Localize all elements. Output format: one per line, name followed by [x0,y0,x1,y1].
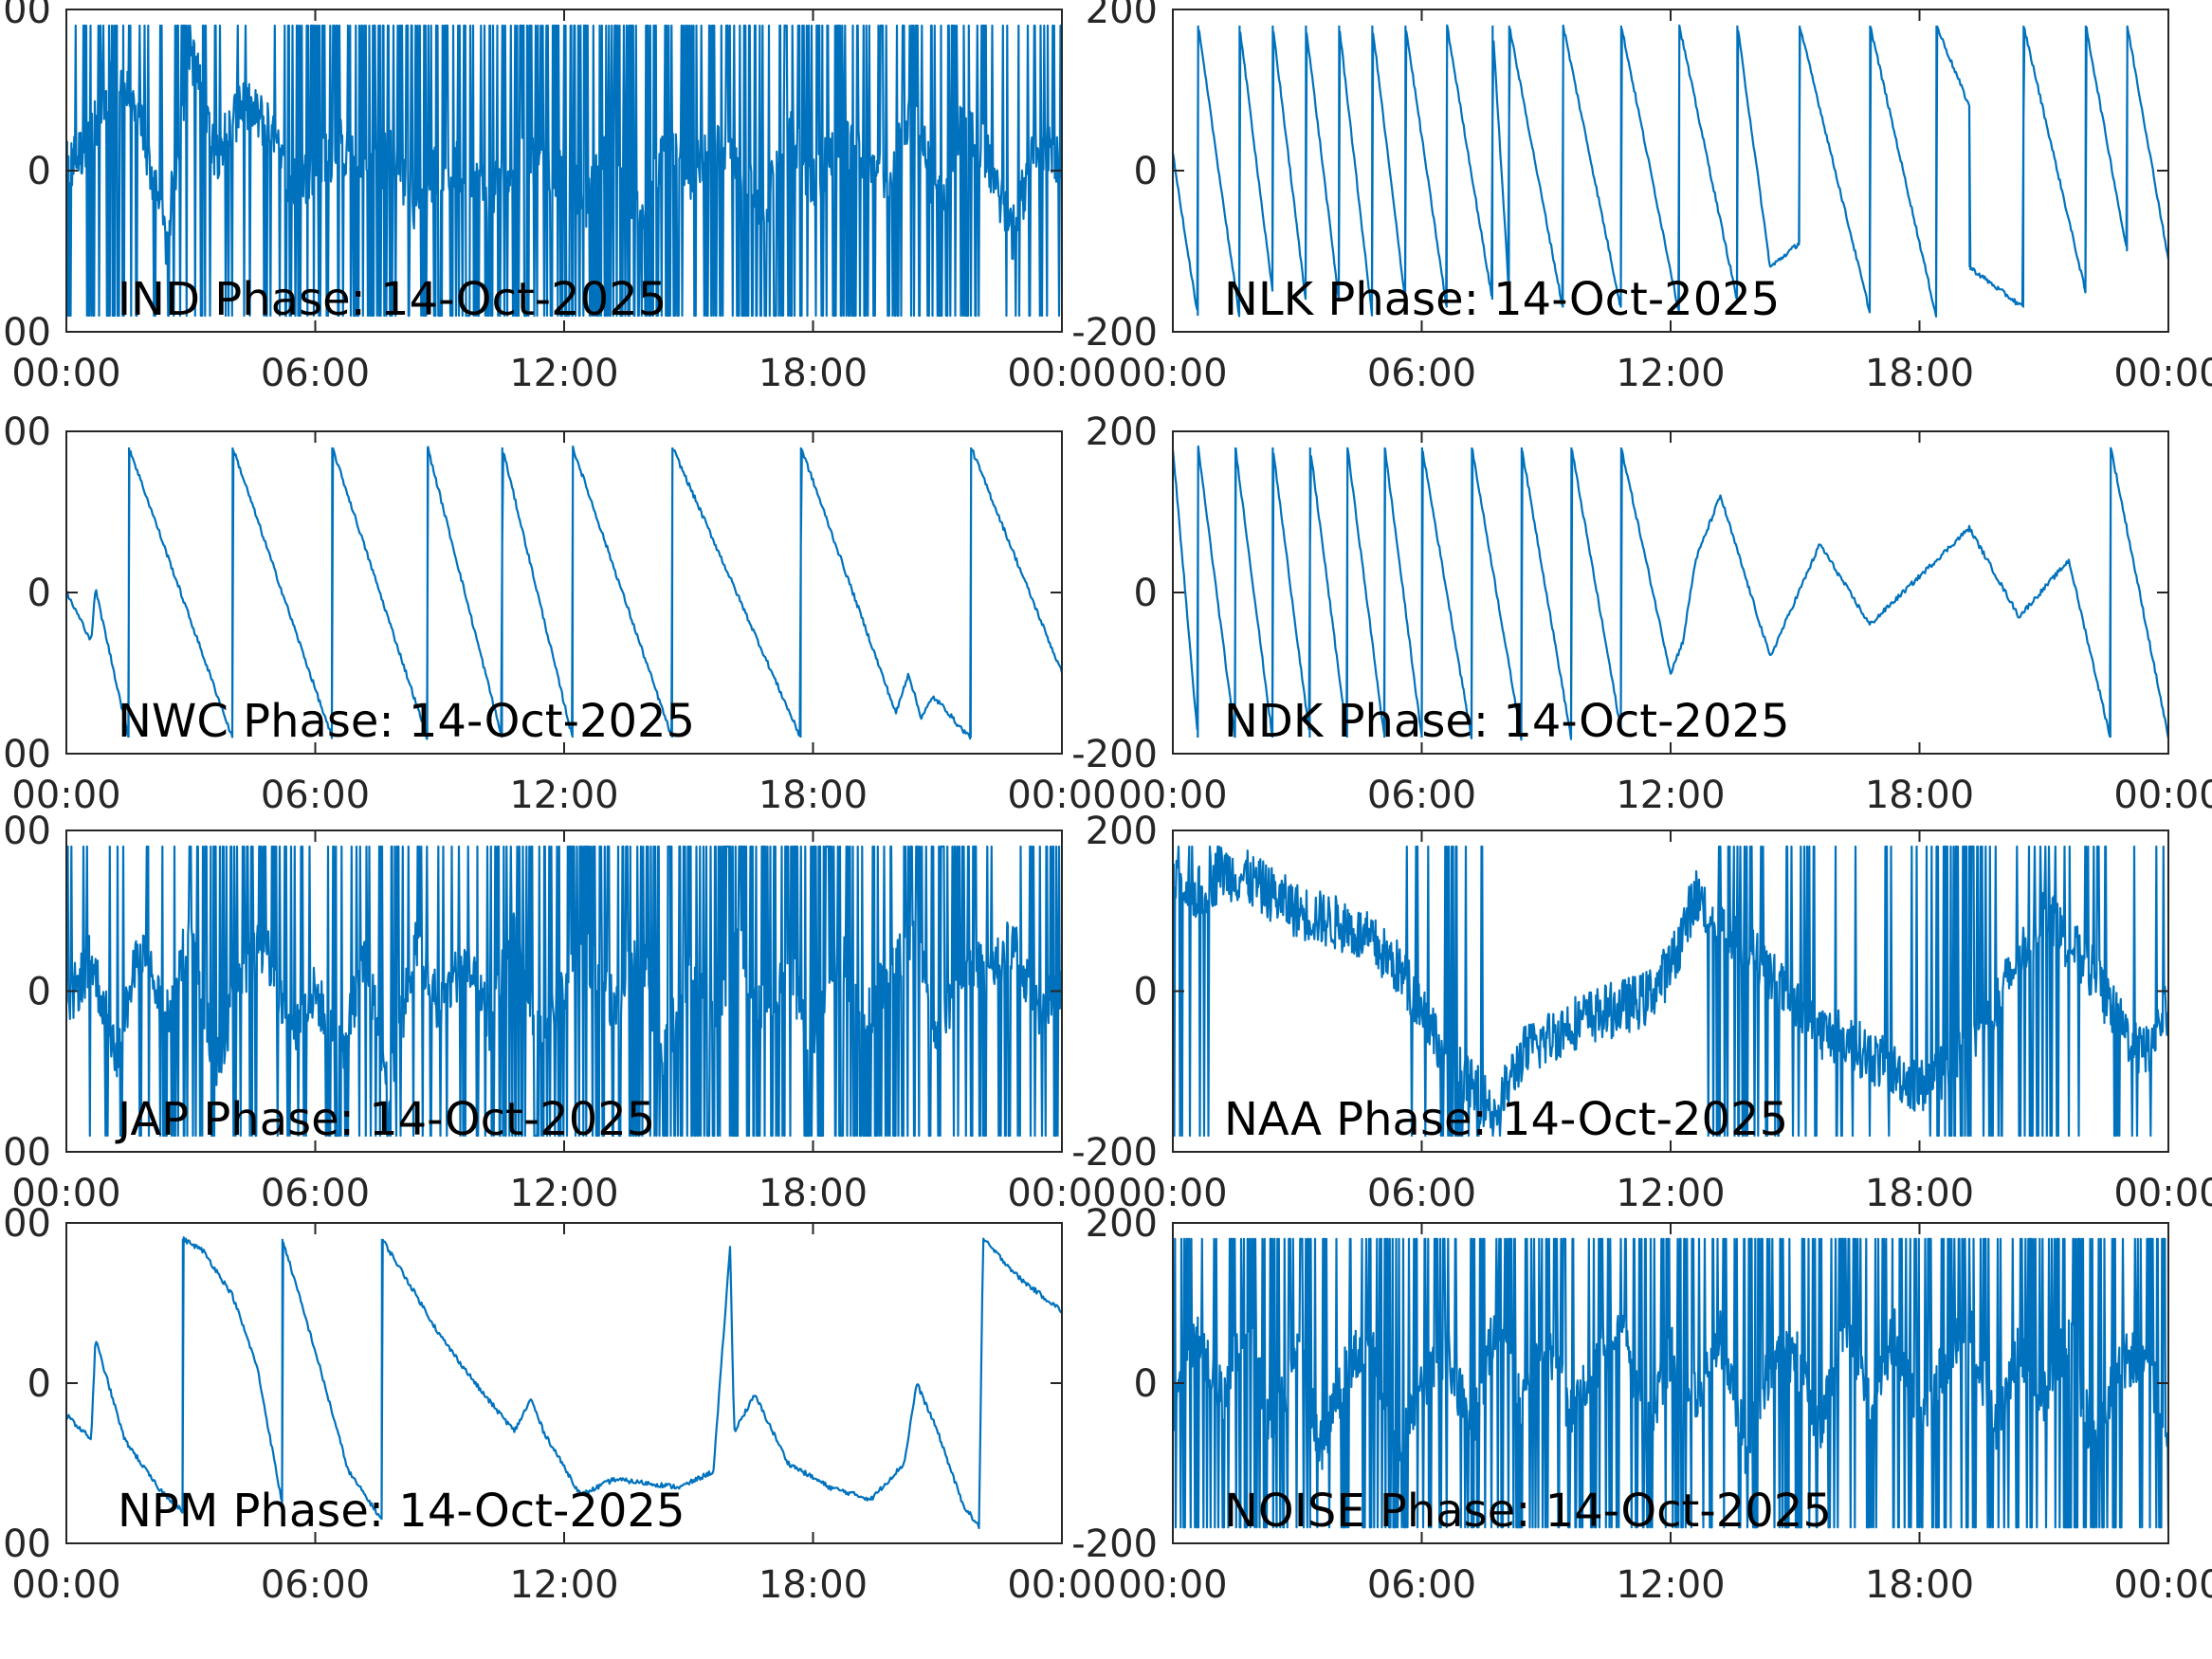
phase-trace-npm [66,1236,1062,1530]
phase-trace-noise [1173,1237,2168,1529]
x-tick-label: 06:00 [261,1172,370,1215]
panel-title: JAP Phase: 14-Oct-2025 [115,1093,655,1146]
x-tick-label: 06:00 [261,1563,370,1607]
x-tick-label: 06:00 [261,774,370,817]
panel-npm: -200 0 200 00:00 06:00 12:00 18:00 00:00 NPM Pha… [0,1202,1117,1607]
y-tick-label: 200 [1086,410,1158,454]
y-tick-label: 0 [27,971,51,1014]
x-tick-label: 12:00 [1616,352,1725,395]
x-tick-label: 12:00 [509,352,618,395]
phase-trace-ind [66,24,1062,318]
x-tick-label: 06:00 [1367,1563,1476,1607]
y-tick-label: 0 [1134,971,1158,1014]
x-tick-label: 18:00 [1865,352,1974,395]
panel-ndk: -200 0 200 00:00 06:00 12:00 18:00 00:00 NDK Pha… [1071,410,2212,817]
x-tick-label: 18:00 [759,1172,868,1215]
x-tick-label: 00:00 [1118,774,1227,817]
x-tick-label: 06:00 [1367,1172,1476,1215]
y-tick-label: 0 [27,150,51,193]
x-tick-label: 12:00 [1616,1563,1725,1607]
x-tick-label: 12:00 [509,774,618,817]
panel-title: NPM Phase: 14-Oct-2025 [118,1485,685,1538]
x-tick-label: 12:00 [1616,774,1725,817]
phase-trace-jap [66,845,1062,1138]
panel-title: NAA Phase: 14-Oct-2025 [1224,1093,1788,1146]
y-tick-label: 200 [1086,810,1158,853]
phase-trace-nwc [66,445,1062,740]
y-tick-label: 200 [1086,0,1158,32]
panel-ind: -200 0 200 00:00 06:00 12:00 18:00 00:00 IND Pha… [0,0,1117,395]
y-tick-label: 200 [1086,1202,1158,1246]
x-tick-label: 18:00 [759,352,868,395]
y-tick-label: -200 [0,1131,51,1175]
x-tick-label: 00:00 [1118,352,1227,395]
x-tick-label: 12:00 [509,1172,618,1215]
y-tick-label: -200 [0,733,51,776]
x-tick-label: 00:00 [2113,1563,2212,1607]
x-tick-label: 00:00 [1007,352,1116,395]
y-tick-label: -200 [1071,1522,1158,1566]
x-tick-label: 18:00 [759,1563,868,1607]
x-tick-label: 18:00 [759,774,868,817]
x-tick-label: 12:00 [1616,1172,1725,1215]
panel-title: NLK Phase: 14-Oct-2025 [1224,273,1780,326]
x-tick-label: 00:00 [11,774,120,817]
phase-trace-ndk [1173,445,2168,741]
panel-nwc: -200 0 200 00:00 06:00 12:00 18:00 00:00 NWC Pha… [0,410,1117,817]
x-tick-label: 00:00 [2113,774,2212,817]
panel-title: NDK Phase: 14-Oct-2025 [1224,695,1790,748]
x-tick-label: 00:00 [1118,1172,1227,1215]
x-tick-label: 00:00 [1118,1563,1227,1607]
panel-title: IND Phase: 14-Oct-2025 [118,273,667,326]
y-tick-label: 200 [0,410,51,454]
y-tick-label: 200 [0,810,51,853]
x-tick-label: 06:00 [261,352,370,395]
x-tick-label: 18:00 [1865,1563,1974,1607]
y-tick-label: 0 [1134,150,1158,193]
x-tick-label: 00:00 [1007,1563,1116,1607]
x-tick-label: 00:00 [2113,352,2212,395]
x-tick-label: 00:00 [11,1172,120,1215]
y-tick-label: -200 [0,1522,51,1566]
x-tick-label: 18:00 [1865,1172,1974,1215]
panel-title: NWC Phase: 14-Oct-2025 [118,695,695,748]
x-tick-label: 00:00 [1007,774,1116,817]
panel-noise: -200 0 200 00:00 06:00 12:00 18:00 00:00 NOISE P… [1071,1202,2212,1607]
x-tick-label: 12:00 [509,1563,618,1607]
y-tick-label: -200 [0,311,51,355]
phase-trace-nlk [1173,24,2168,318]
y-tick-label: 200 [0,0,51,32]
y-tick-label: 200 [0,1202,51,1246]
panel-jap: -200 0 200 00:00 06:00 12:00 18:00 00:00 JAP Pha… [0,810,1117,1215]
panel-naa: -200 0 200 00:00 06:00 12:00 18:00 00:00 NAA Pha… [1071,810,2212,1215]
panel-title: NOISE Phase: 14-Oct-2025 [1224,1485,1832,1538]
x-tick-label: 06:00 [1367,774,1476,817]
y-tick-label: -200 [1071,733,1158,776]
x-tick-label: 18:00 [1865,774,1974,817]
x-tick-label: 06:00 [1367,352,1476,395]
y-tick-label: 0 [1134,1362,1158,1406]
y-tick-label: -200 [1071,311,1158,355]
phase-trace-naa [1173,845,2168,1138]
y-tick-label: -200 [1071,1131,1158,1175]
x-tick-label: 00:00 [1007,1172,1116,1215]
x-tick-label: 00:00 [2113,1172,2212,1215]
x-tick-label: 00:00 [11,1563,120,1607]
x-tick-label: 00:00 [11,352,120,395]
y-tick-label: 0 [27,1362,51,1406]
panel-nlk: -200 0 200 00:00 06:00 12:00 18:00 00:00 NLK Pha… [1071,0,2212,395]
y-tick-label: 0 [1134,572,1158,615]
y-tick-label: 0 [27,572,51,615]
